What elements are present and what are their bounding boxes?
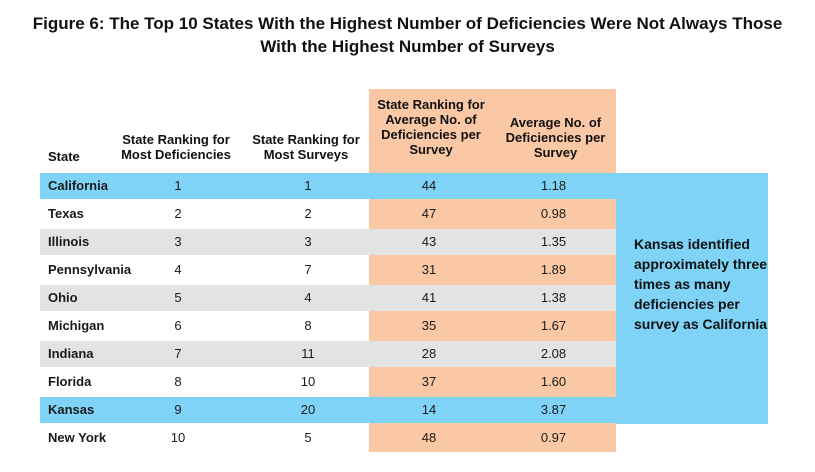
cell-avg-ranking: 44 xyxy=(421,178,437,193)
cell-state: Pennsylvania xyxy=(48,262,132,277)
callout-text: Kansas identified approximately three ti… xyxy=(634,236,768,332)
header-avg-rank-line2: Average No. of xyxy=(385,112,477,127)
cell-avg-ranking: 14 xyxy=(421,402,437,417)
table-row: Texas 2 2 47 0.98 xyxy=(40,201,616,227)
cell-most-surveys: 20 xyxy=(300,402,316,417)
title-line-2: With the Highest Number of Surveys xyxy=(260,37,555,56)
cell-most-deficiencies: 3 xyxy=(174,234,182,249)
table-row: Pennsylvania 4 7 31 1.89 xyxy=(40,257,616,283)
cell-avg-number: 1.60 xyxy=(540,374,567,389)
header-avg-no-line3: Survey xyxy=(533,145,578,160)
cell-avg-ranking: 43 xyxy=(421,234,437,249)
cell-avg-ranking: 41 xyxy=(421,290,437,305)
cell-avg-number: 1.67 xyxy=(540,318,567,333)
header-state: State xyxy=(48,149,108,164)
cell-most-deficiencies: 10 xyxy=(170,430,186,445)
cell-avg-number: 1.38 xyxy=(540,290,567,305)
cell-avg-number: 2.08 xyxy=(540,346,567,361)
cell-state: Ohio xyxy=(48,290,78,305)
cell-avg-ranking: 28 xyxy=(421,346,437,361)
table-row: Illinois 3 3 43 1.35 xyxy=(40,229,616,255)
cell-state: Indiana xyxy=(48,346,94,361)
header-most-surveys: State Ranking for Most Surveys xyxy=(244,132,368,162)
cell-most-surveys: 1 xyxy=(304,178,312,193)
header-avg-rank-line3: Deficiencies per xyxy=(381,127,481,142)
header-avg-no-line1: Average No. of xyxy=(509,115,602,130)
cell-state: Kansas xyxy=(48,402,95,417)
cell-most-deficiencies: 9 xyxy=(174,402,182,417)
cell-most-surveys: 11 xyxy=(301,346,315,361)
header-avg-rank-line4: Survey xyxy=(409,142,453,157)
cell-most-surveys: 7 xyxy=(304,262,312,277)
figure-title: Figure 6: The Top 10 States With the Hig… xyxy=(0,12,815,58)
cell-most-deficiencies: 4 xyxy=(174,262,182,277)
cell-avg-number: 0.98 xyxy=(540,206,567,221)
header-most-def-line2: Most Deficiencies xyxy=(121,147,231,162)
cell-most-surveys: 8 xyxy=(304,318,312,333)
title-line-1: Figure 6: The Top 10 States With the Hig… xyxy=(32,14,783,33)
header-most-surv-line2: Most Surveys xyxy=(263,147,349,162)
cell-state: California xyxy=(48,178,108,193)
cell-avg-number: 0.97 xyxy=(540,430,567,445)
header-avg-no-line2: Deficiencies per xyxy=(505,130,606,145)
table-row: Ohio 5 4 41 1.38 xyxy=(40,285,616,311)
callout-box xyxy=(616,199,768,424)
cell-most-surveys: 2 xyxy=(304,206,312,221)
header-most-surv-line1: State Ranking for xyxy=(252,132,360,147)
header-most-deficiencies: State Ranking for Most Deficiencies xyxy=(114,132,238,162)
cell-avg-number: 3.87 xyxy=(540,402,567,417)
cell-most-surveys: 5 xyxy=(304,430,312,445)
table-row: Kansas 9 20 14 3.87 xyxy=(40,397,768,423)
orange-column-background xyxy=(369,89,616,452)
header-avg-number: Average No. of Deficiencies per Survey xyxy=(495,115,616,160)
table-row: New York 10 5 48 0.97 xyxy=(40,425,616,451)
cell-most-deficiencies: 8 xyxy=(174,374,182,389)
cell-most-surveys: 10 xyxy=(300,374,316,389)
cell-most-deficiencies: 6 xyxy=(174,318,182,333)
cell-avg-ranking: 37 xyxy=(421,374,437,389)
cell-most-deficiencies: 2 xyxy=(174,206,182,221)
cell-avg-number: 1.35 xyxy=(540,234,567,249)
cell-avg-ranking: 35 xyxy=(421,318,437,333)
cell-most-deficiencies: 7 xyxy=(174,346,182,361)
cell-most-deficiencies: 1 xyxy=(174,178,182,193)
cell-most-deficiencies: 5 xyxy=(174,290,182,305)
cell-avg-number: 1.18 xyxy=(540,178,567,193)
table-row: Florida 8 10 37 1.60 xyxy=(40,369,616,395)
cell-avg-ranking: 31 xyxy=(421,262,437,277)
header-state-label: State xyxy=(48,149,80,164)
cell-state: Michigan xyxy=(48,318,105,333)
header-most-def-line1: State Ranking for xyxy=(122,132,230,147)
cell-state: Florida xyxy=(48,374,92,389)
table-row: Indiana 7 11 28 2.08 xyxy=(40,341,616,367)
cell-avg-number: 1.89 xyxy=(540,262,567,277)
cell-avg-ranking: 48 xyxy=(421,430,437,445)
header-avg-rank-line1: State Ranking for xyxy=(377,97,485,112)
cell-state: Illinois xyxy=(48,234,90,249)
cell-most-surveys: 3 xyxy=(304,234,312,249)
table-row: California 1 1 44 1.18 xyxy=(40,173,768,199)
cell-state: New York xyxy=(48,430,107,445)
table-row: Michigan 6 8 35 1.67 xyxy=(40,313,616,339)
header-avg-ranking: State Ranking for Average No. of Deficie… xyxy=(369,97,493,157)
cell-avg-ranking: 47 xyxy=(421,206,437,221)
cell-most-surveys: 4 xyxy=(304,290,312,305)
cell-state: Texas xyxy=(48,206,84,221)
